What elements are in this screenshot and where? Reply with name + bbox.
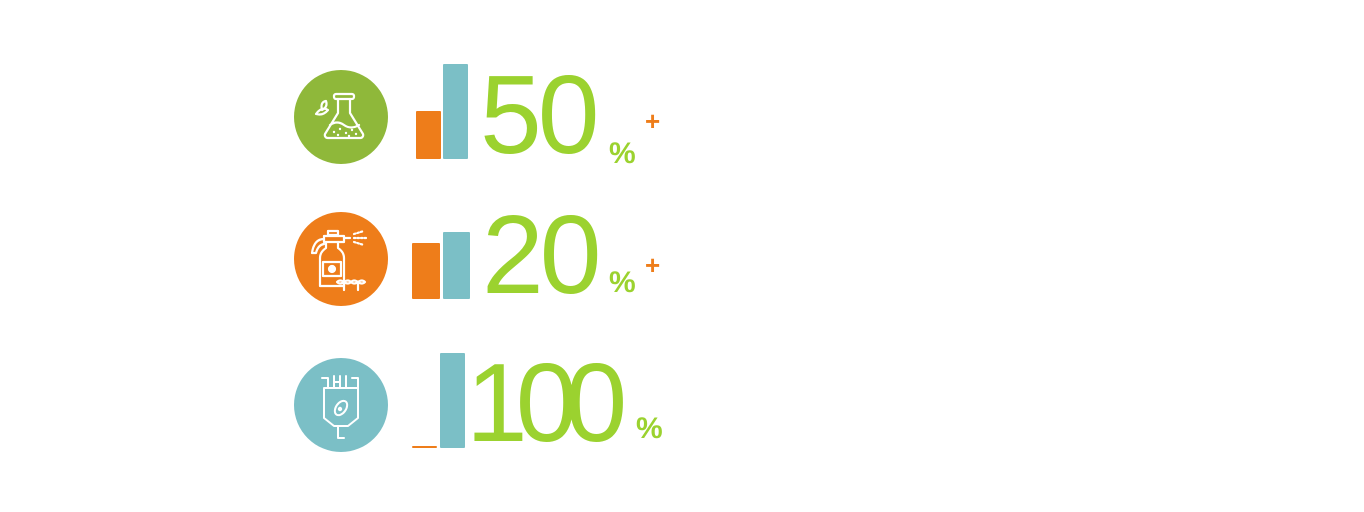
spray-bottle-icon xyxy=(294,212,388,306)
bar-orange-row-2 xyxy=(412,243,440,299)
plus-sign-1: + xyxy=(645,106,661,136)
bar-orange-row-3 xyxy=(412,446,437,448)
bioreactor-bacteria-icon xyxy=(294,358,388,452)
percent-sign-2: % xyxy=(609,266,636,299)
stat-number-2: 20 xyxy=(482,193,601,317)
bar-teal-row-3 xyxy=(440,353,465,448)
flask-leaf-icon xyxy=(294,70,388,164)
bar-teal-row-1 xyxy=(443,64,468,159)
bar-orange-row-1 xyxy=(416,111,441,159)
stat-number-1: 50 xyxy=(480,53,599,177)
percent-sign-3: % xyxy=(636,412,663,445)
stat-number-3: 100 xyxy=(466,341,627,465)
plus-sign-2: + xyxy=(645,250,661,280)
percent-sign-1: % xyxy=(609,137,636,170)
bar-teal-row-2 xyxy=(443,232,470,299)
